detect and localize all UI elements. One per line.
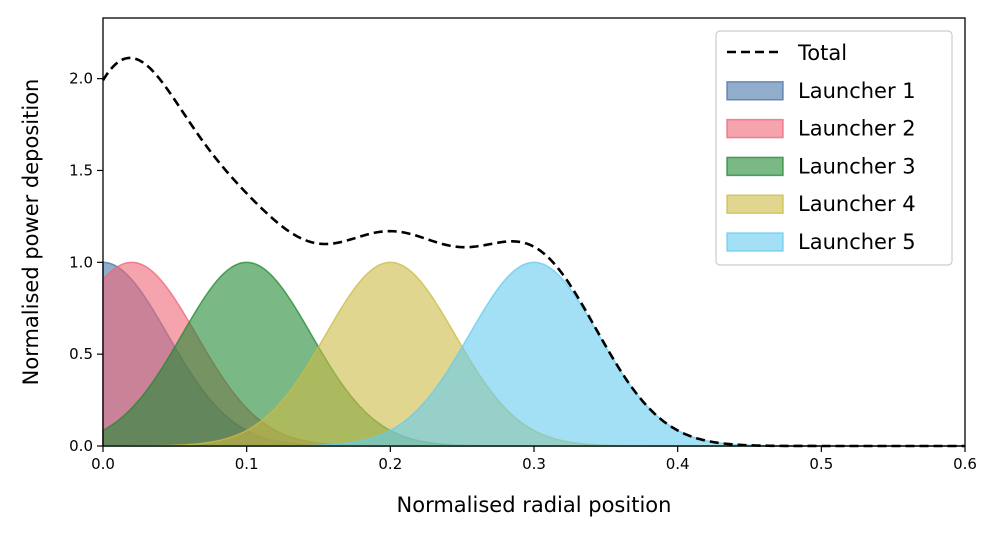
x-tick-label: 0.2 [378,455,402,473]
legend-label: Launcher 2 [798,117,916,141]
series-areas [102,261,965,447]
legend-swatch-3 [726,156,784,177]
y-tick-label: 1.0 [69,253,93,271]
legend-swatch-1 [726,81,784,101]
legend-label: Launcher 4 [798,192,916,216]
legend: Total Launcher 1 Launcher 2 Launcher 3 Launc… [715,30,953,266]
legend-label: Launcher 3 [798,154,916,178]
total-line [101,56,965,448]
y-axis: 0.0 0.5 1.0 1.5 2.0 [69,70,103,455]
x-axis: 0.0 0.1 0.2 0.3 0.4 0.5 0.6 [91,446,977,473]
x-tick-label: 0.5 [809,455,833,473]
x-tick-label: 0.6 [953,455,977,473]
legend-swatch-5 [726,232,784,252]
legend-swatch-4 [726,194,784,214]
total-line-group [101,56,965,448]
x-tick-label: 0.3 [522,455,546,473]
legend-label: Total [797,41,847,65]
x-axis-title: Normalised radial position [397,493,672,517]
legend-swatch-2 [726,118,784,139]
y-tick-label: 0.5 [69,345,93,363]
legend-label: Launcher 1 [798,79,916,103]
x-tick-label: 0.1 [235,455,259,473]
y-tick-label: 2.0 [69,70,93,88]
y-tick-label: 0.0 [69,437,93,455]
x-tick-label: 0.4 [666,455,690,473]
legend-label: Launcher 5 [798,230,916,254]
y-axis-title: Normalised power deposition [19,79,43,386]
y-tick-label: 1.5 [69,161,93,179]
x-tick-label: 0.0 [91,455,115,473]
